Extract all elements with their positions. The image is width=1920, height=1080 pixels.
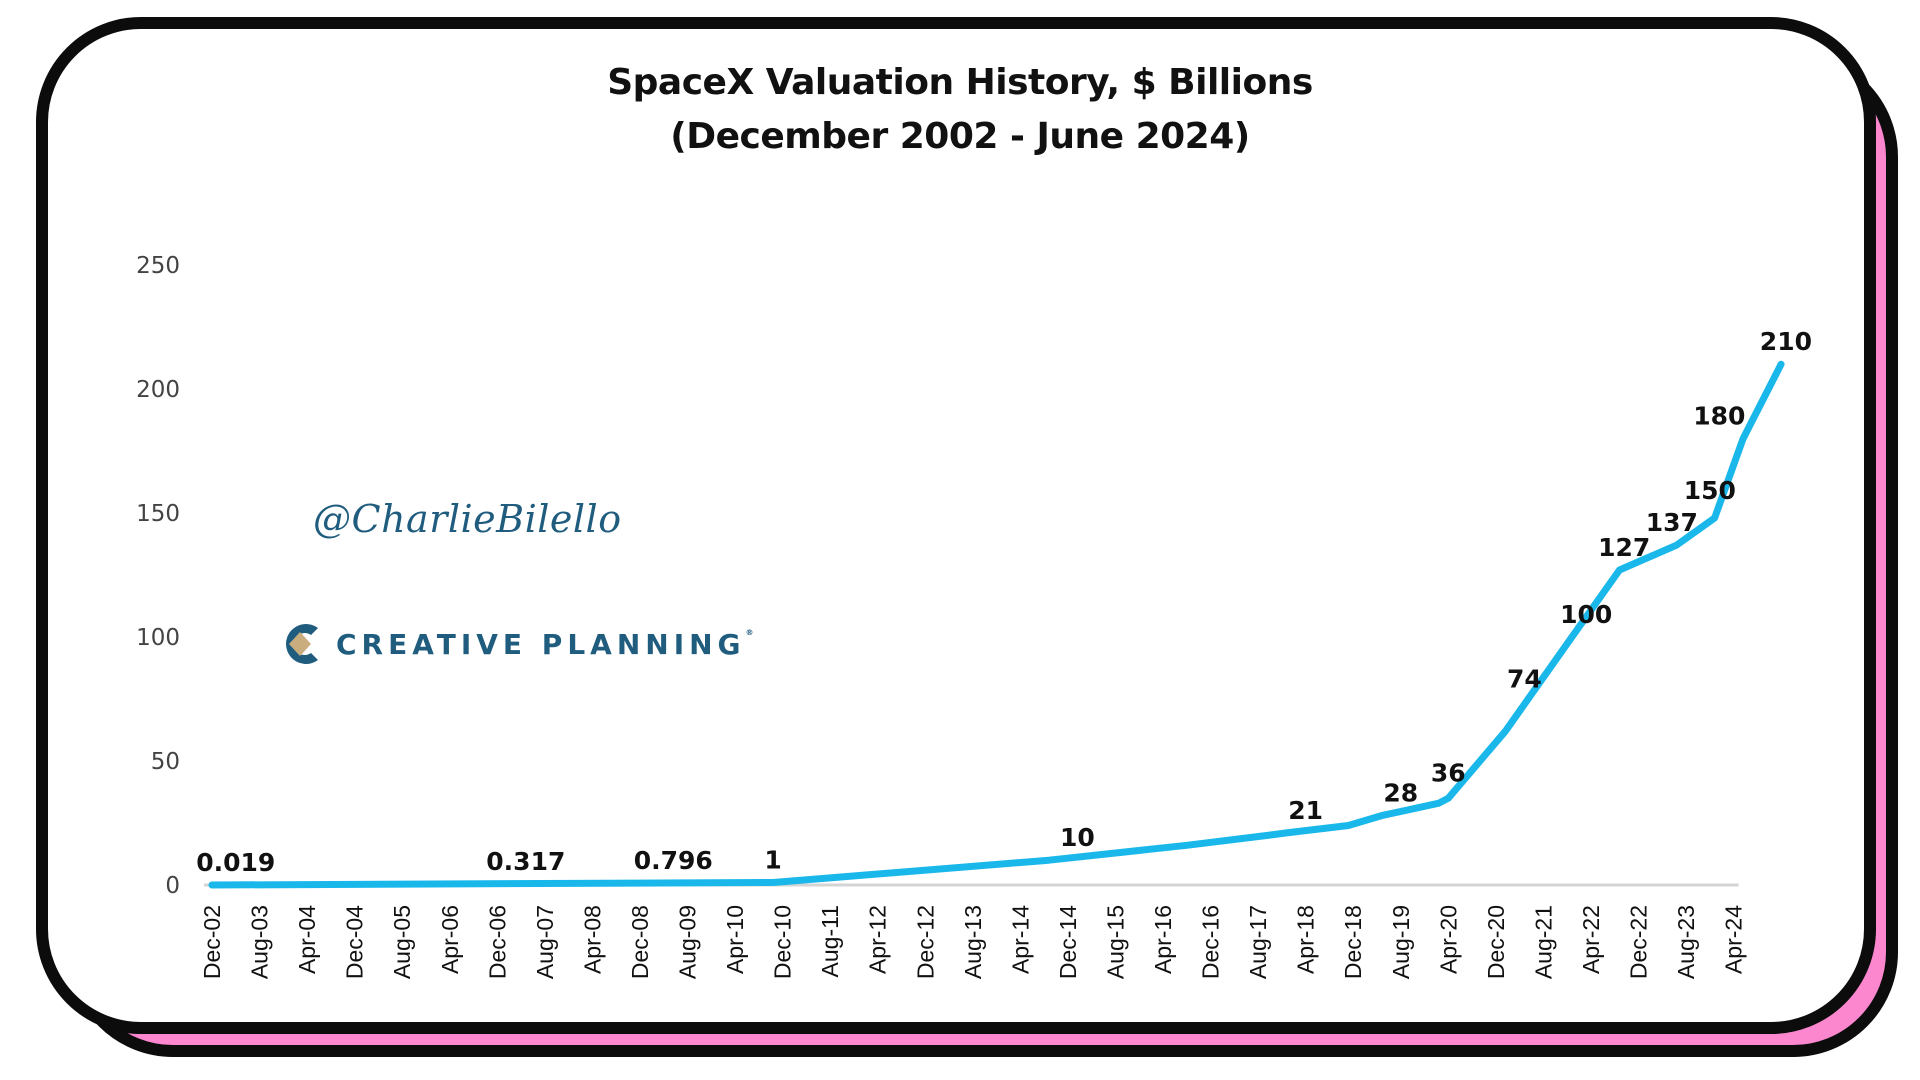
creative-planning-logo: CREATIVE PLANNING® bbox=[278, 620, 759, 668]
x-tick-label: Dec-18 bbox=[1340, 905, 1366, 979]
x-tick-label: Dec-08 bbox=[627, 905, 653, 979]
registered-mark: ® bbox=[745, 627, 759, 637]
x-tick-label: Aug-17 bbox=[1245, 905, 1271, 979]
x-tick-label: Apr-16 bbox=[1150, 905, 1176, 974]
x-tick-label: Aug-03 bbox=[247, 905, 273, 979]
data-label: 1 bbox=[764, 846, 781, 875]
chart-title: SpaceX Valuation History, $ Billions bbox=[607, 62, 1313, 103]
series-valuation bbox=[208, 360, 1785, 889]
y-axis: 0 50 100 150 200 250 bbox=[136, 253, 180, 899]
data-label: 36 bbox=[1431, 759, 1466, 788]
x-tick-label: Dec-04 bbox=[342, 905, 368, 979]
x-axis: Dec-02 Aug-03 Apr-04 Dec-04 Aug-05 Apr-06 Dec-… bbox=[199, 883, 1747, 979]
y-tick-label: 250 bbox=[136, 253, 180, 279]
data-label: 100 bbox=[1560, 600, 1612, 629]
x-tick-label: Aug-15 bbox=[1102, 905, 1128, 979]
data-label: 127 bbox=[1598, 533, 1650, 562]
x-tick-label: Apr-20 bbox=[1435, 905, 1461, 974]
x-tick-label: Dec-10 bbox=[770, 905, 796, 979]
y-tick-label: 150 bbox=[136, 501, 180, 527]
x-tick-label: Aug-09 bbox=[675, 905, 701, 979]
x-tick-label: Apr-06 bbox=[437, 905, 463, 974]
data-label: 74 bbox=[1507, 664, 1542, 693]
data-label: 0.317 bbox=[486, 847, 565, 876]
x-tick-label: Apr-10 bbox=[722, 905, 748, 974]
x-tick-label: Aug-23 bbox=[1673, 905, 1699, 979]
x-tick-label: Aug-19 bbox=[1388, 905, 1414, 979]
x-tick-label: Apr-22 bbox=[1578, 905, 1604, 974]
data-label: 28 bbox=[1383, 779, 1418, 808]
data-label: 150 bbox=[1684, 476, 1736, 505]
chart-subtitle: (December 2002 - June 2024) bbox=[670, 116, 1250, 157]
watermark-handle: @CharlieBilello bbox=[313, 497, 622, 541]
logo-text: CREATIVE PLANNING bbox=[336, 627, 746, 661]
logo-wordmark: CREATIVE PLANNING® bbox=[336, 628, 759, 661]
x-tick-label: Apr-18 bbox=[1293, 905, 1319, 974]
creative-planning-logo-icon bbox=[286, 624, 318, 664]
x-tick-label: Dec-06 bbox=[484, 905, 510, 979]
y-tick-label: 200 bbox=[136, 377, 180, 403]
x-tick-label: Dec-16 bbox=[1198, 905, 1224, 979]
x-tick-label: Dec-02 bbox=[199, 905, 225, 979]
x-tick-label: Apr-04 bbox=[294, 905, 320, 974]
x-tick-label: Aug-11 bbox=[817, 905, 843, 977]
x-tick-label: Aug-05 bbox=[389, 905, 415, 979]
data-label: 137 bbox=[1646, 508, 1698, 537]
x-tick-label: Apr-08 bbox=[579, 905, 605, 974]
x-tick-label: Apr-12 bbox=[865, 905, 891, 974]
y-tick-label: 100 bbox=[136, 625, 180, 651]
x-tick-label: Dec-14 bbox=[1055, 905, 1081, 979]
x-tick-label: Apr-14 bbox=[1007, 905, 1033, 974]
x-tick-label: Dec-20 bbox=[1483, 905, 1509, 979]
data-label: 210 bbox=[1760, 327, 1812, 356]
x-tick-label: Dec-12 bbox=[912, 905, 938, 979]
valuation-line bbox=[208, 360, 1785, 889]
x-tick-label: Apr-24 bbox=[1721, 905, 1747, 974]
x-tick-label: Aug-07 bbox=[532, 905, 558, 979]
x-tick-label: Dec-22 bbox=[1626, 905, 1652, 979]
x-tick-label: Aug-21 bbox=[1530, 905, 1556, 979]
y-tick-label: 0 bbox=[165, 873, 180, 899]
data-label: 21 bbox=[1288, 796, 1323, 825]
data-label: 10 bbox=[1060, 823, 1095, 852]
data-label: 180 bbox=[1693, 402, 1745, 431]
data-label: 0.019 bbox=[196, 848, 275, 877]
x-tick-label: Aug-13 bbox=[960, 905, 986, 979]
data-label: 0.796 bbox=[634, 846, 713, 875]
y-tick-label: 50 bbox=[151, 749, 180, 775]
